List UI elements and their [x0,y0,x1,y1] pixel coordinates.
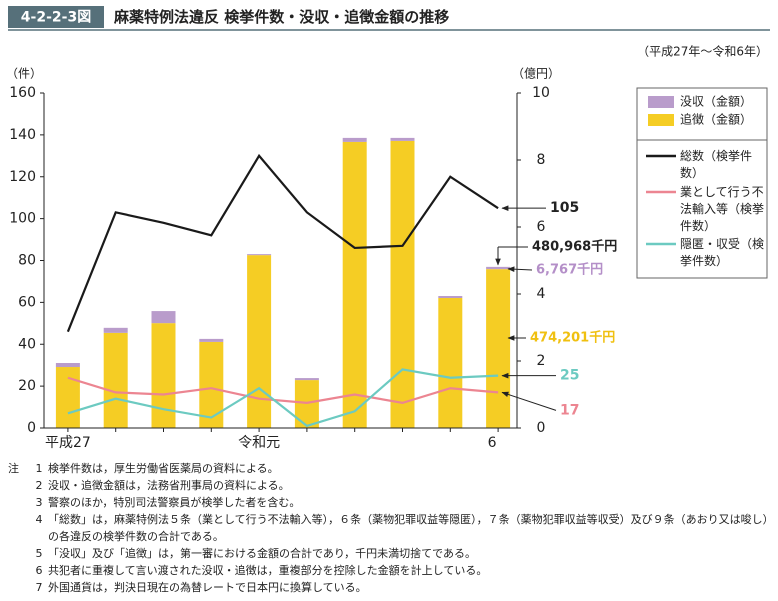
y-tick-label: 60 [18,294,36,310]
bar-segment [438,296,463,299]
bar-segment [55,367,80,428]
bar-segment [294,380,319,428]
label-leader [501,391,557,411]
y-tick-label: 40 [18,336,36,352]
notes: 注 1 検挙件数は，厚生労働省医薬局の資料による。 2 没収・追徴金額は，法務省刑事局の… [8,460,773,596]
note-label: 注 [8,462,19,475]
annotation: 480,968千円 [532,239,617,255]
note-text: 「総数」は，麻薬特例法５条（業として行う不法輸入等），６条（薬物犯罪収益等隠匿）… [48,513,769,543]
note-label: 1 [35,462,43,475]
legend-swatch [648,114,674,126]
y2-tick-label: 4 [537,286,546,302]
value-label: 105 [550,200,579,216]
note-label [8,477,30,494]
y2-tick-label: 0 [537,420,546,436]
bar-segment [103,332,128,428]
bar-segment [151,323,176,428]
note-label: 2 [35,479,43,492]
bar-segment [438,298,463,428]
note-label [8,579,30,596]
value-label: 25 [560,368,579,384]
legend-label: 追徴（金額） [680,112,752,127]
x-tick-label: 6 [488,435,497,451]
note-text: 外国通貨は，判決日現在の為替レートで日本円に換算している。 [48,581,367,594]
y2-tick-label: 10 [532,85,550,101]
y-tick-label: 120 [9,169,36,185]
note-text: 没収・追徴金額は，法務省刑事局の資料による。 [48,479,290,492]
note-label: 4 [35,513,43,526]
note-label [8,511,30,545]
legend-item: 隠匿・収受（検挙件数） [680,237,765,268]
bar-segment [342,141,367,428]
y-tick-label: 140 [9,127,36,143]
note-text: 検挙件数は，厚生労働省医薬局の資料による。 [48,462,279,475]
note: 3 警察のほか，特別司法警察員が検挙した者を含む。 [8,494,773,511]
legend-label: 没収（金額） [680,94,752,109]
y2-tick-label: 2 [537,353,546,369]
note-label: 3 [35,496,43,509]
y-axis-label: （件） [6,67,42,81]
note: 6 共犯者に重複して言い渡された没収・追徴は，重複部分を控除した金額を計上している… [8,562,773,579]
legend-swatch [648,96,674,108]
y-tick-label: 80 [18,253,36,269]
note: 5 「没収」及び「追徴」は，第一審における金額の合計であり，千円未満切捨てである。 [8,545,773,562]
note: 4 「総数」は，麻薬特例法５条（業として行う不法輸入等），６条（薬物犯罪収益等隠匿… [8,511,773,545]
y-tick-label: 20 [18,378,36,394]
x-tick-label: 平成27 [45,435,91,451]
legend-item: 総数（検挙件数） [680,149,753,180]
note: 2 没収・追徴金額は，法務省刑事局の資料による。 [8,477,773,494]
bar-segment [294,378,319,381]
note-label [8,545,30,562]
note: 注 1 検挙件数は，厚生労働省医薬局の資料による。 [8,460,773,477]
legend-label: 隠匿・収受（検挙件数） [680,237,765,268]
note-label: 5 [35,547,43,560]
note-text: 「没収」及び「追徴」は，第一審における金額の合計であり，千円未満切捨てである。 [48,547,477,560]
bar-segment [151,311,176,324]
line-series [67,376,499,405]
figure-label-box [8,6,104,28]
y-tick-label: 0 [27,420,36,436]
note-label: 7 [35,581,43,594]
note-text: 警察のほか，特別司法警察員が検挙した者を含む。 [48,496,301,509]
y2-tick-label: 6 [537,219,546,235]
bar-segment [247,255,272,428]
note: 7 外国通貨は，判決日現在の為替レートで日本円に換算している。 [8,579,773,596]
line-series [66,153,499,333]
figure-label: 4-2-2-3図 [21,10,91,26]
legend-item: 業として行う不法輸入等（検挙件数） [680,185,765,233]
chart: 4-2-2-3図 麻薬特例法違反 検挙件数・没収・追徴金額の推移 （平成27年～… [6,6,770,451]
note-label [8,562,30,579]
value-label: 17 [560,402,579,418]
note-label: 6 [35,564,43,577]
bar-segment [390,140,415,428]
legend-label: 総数（検挙件数） [680,149,753,180]
bar-segment [390,137,415,141]
bar-segment [342,137,367,142]
value-label: 6,767千円 [536,262,603,278]
value-label: 474,201千円 [530,330,615,346]
bar-segment [247,254,272,256]
chart-title: 麻薬特例法違反 検挙件数・没収・追徴金額の推移 [113,8,449,26]
bar-segment [103,327,128,333]
y2-axis-label: （億円） [512,67,560,81]
note-text: 共犯者に重複して言い渡された没収・追徴は，重複部分を控除した金額を計上している。 [48,564,488,577]
y-tick-label: 100 [9,211,36,227]
y-tick-label: 160 [9,85,36,101]
bar-segment [486,266,511,270]
subtitle: （平成27年～令和6年） [637,44,768,59]
bar-segment [486,269,511,428]
bar-segment [199,338,224,342]
label-leader [507,266,533,272]
bar-segment [55,363,80,368]
line-series [67,368,499,428]
x-tick-label: 令和元 [238,435,280,451]
note-label [8,494,30,511]
y2-tick-label: 8 [537,152,546,168]
legend-label: 業として行う不法輸入等（検挙件数） [680,185,765,233]
